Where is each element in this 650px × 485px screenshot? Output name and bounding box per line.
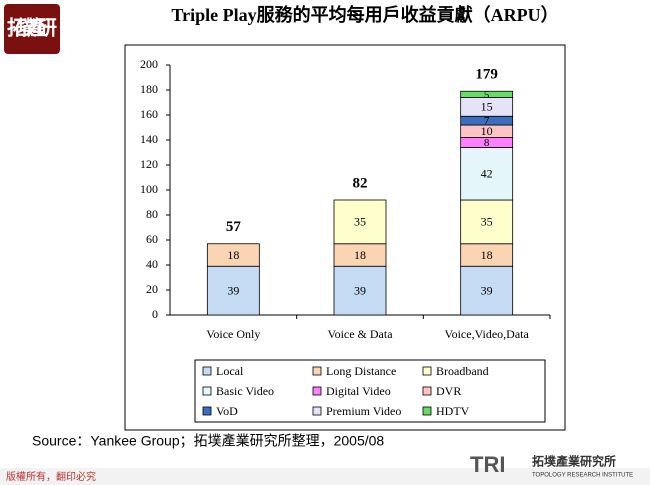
legend-label: Broadband bbox=[436, 364, 489, 378]
value-label: 18 bbox=[354, 248, 366, 262]
logo-badge bbox=[4, 4, 60, 54]
legend-label: Local bbox=[216, 364, 244, 378]
bar-segment bbox=[333, 199, 387, 245]
y-tick-label: 140 bbox=[140, 132, 158, 146]
slide-title: Triple Play服務的平均每用戶收益貢獻（ARPU） bbox=[171, 4, 558, 25]
value-label: 35 bbox=[354, 215, 366, 229]
legend-swatch bbox=[202, 366, 212, 376]
y-tick-label: 20 bbox=[146, 282, 158, 296]
x-tick-label: Voice Only bbox=[206, 327, 260, 341]
value-label: 8 bbox=[484, 137, 490, 149]
legend-swatch bbox=[202, 386, 212, 396]
y-tick-label: 200 bbox=[140, 57, 158, 71]
y-tick-label: 60 bbox=[146, 232, 158, 246]
legend-swatch bbox=[312, 366, 322, 376]
total-label: 57 bbox=[226, 219, 242, 235]
legend-label: VoD bbox=[216, 404, 238, 418]
value-label: 18 bbox=[227, 248, 239, 262]
total-label: 179 bbox=[475, 67, 498, 83]
bar-segment bbox=[460, 199, 514, 245]
bar-segment bbox=[333, 265, 387, 316]
legend-swatch bbox=[312, 406, 322, 416]
legend-swatch bbox=[312, 386, 322, 396]
footer: 版權所有，翻印必究 bbox=[6, 470, 96, 483]
value-label: 10 bbox=[481, 124, 493, 138]
value-label: 39 bbox=[354, 283, 366, 297]
y-tick-label: 100 bbox=[140, 182, 158, 196]
value-label: 35 bbox=[481, 215, 493, 229]
legend bbox=[194, 359, 546, 423]
bar-segment bbox=[206, 265, 260, 316]
y-tick-label: 120 bbox=[140, 157, 158, 171]
value-label: 39 bbox=[481, 283, 493, 297]
logo-name: 拓墣產業研究所 bbox=[532, 454, 616, 469]
legend-swatch bbox=[422, 366, 432, 376]
logo-text: 拓墣產研 bbox=[7, 16, 57, 40]
value-label: 42 bbox=[481, 167, 493, 181]
source: Source：Yankee Group；拓墣產業研究所整理，2005/08 bbox=[32, 433, 384, 450]
legend-swatch bbox=[422, 406, 432, 416]
logo-english: TOPOLOGY RESEARCH INSTITUTE bbox=[532, 473, 633, 479]
y-tick-label: 40 bbox=[146, 257, 158, 271]
value-label: 7 bbox=[484, 115, 490, 127]
y-tick-label: 80 bbox=[146, 207, 158, 221]
y-tick-label: 0 bbox=[152, 307, 158, 321]
bar-segment bbox=[460, 265, 514, 316]
bar-segment bbox=[206, 243, 260, 267]
legend-label: Basic Video bbox=[216, 384, 274, 398]
value-label: 5 bbox=[484, 89, 490, 101]
legend-label: DVR bbox=[436, 384, 461, 398]
logo-mark: TRI bbox=[470, 452, 505, 477]
legend-swatch bbox=[202, 406, 212, 416]
legend-label: Premium Video bbox=[326, 404, 401, 418]
footer-bar bbox=[0, 468, 650, 485]
value-label: 15 bbox=[481, 100, 493, 114]
bar-segment bbox=[460, 90, 514, 98]
x-tick-label: Voice & Data bbox=[327, 327, 393, 341]
value-label: 39 bbox=[227, 283, 239, 297]
x-tick-label: Voice,Video,Data bbox=[444, 327, 529, 341]
y-tick-label: 180 bbox=[140, 82, 158, 96]
legend-swatch bbox=[422, 386, 432, 396]
bar-segment bbox=[460, 147, 514, 201]
total-label: 82 bbox=[353, 175, 368, 191]
legend-label: HDTV bbox=[436, 404, 470, 418]
legend-label: Long Distance bbox=[326, 364, 396, 378]
legend-label: Digital Video bbox=[326, 384, 391, 398]
y-tick-label: 160 bbox=[140, 107, 158, 121]
value-label: 18 bbox=[481, 248, 493, 262]
